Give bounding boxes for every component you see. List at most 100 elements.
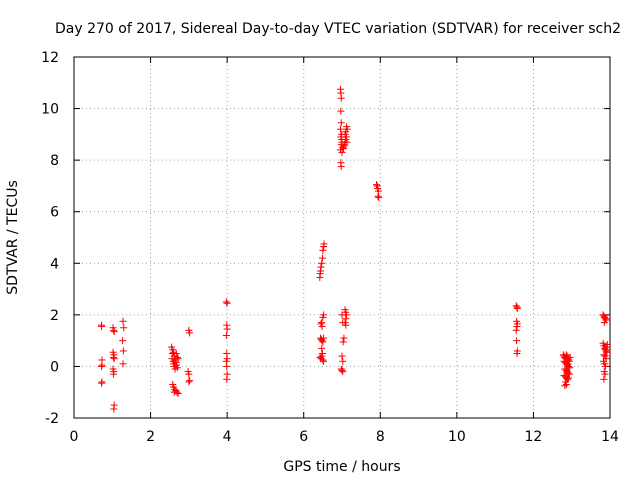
y-tick-label: 4 bbox=[50, 256, 59, 272]
y-tick-label: 6 bbox=[50, 205, 59, 221]
data-point bbox=[318, 254, 326, 262]
data-point bbox=[601, 362, 609, 370]
y-tick-label: 0 bbox=[50, 359, 59, 375]
data-point bbox=[339, 357, 347, 365]
data-point bbox=[186, 329, 194, 337]
data-point bbox=[339, 338, 347, 346]
data-point bbox=[320, 240, 328, 248]
plot-frame bbox=[73, 56, 611, 419]
data-point bbox=[186, 377, 194, 385]
data-point bbox=[561, 382, 569, 390]
data-point bbox=[223, 362, 231, 370]
y-tick-label: 8 bbox=[50, 153, 59, 169]
data-point bbox=[565, 370, 573, 378]
data-point bbox=[318, 259, 326, 267]
data-point bbox=[513, 304, 521, 312]
x-tick-label: 2 bbox=[146, 429, 155, 445]
y-tick-labels: -2 0 2 4 6 8 10 12 bbox=[41, 50, 59, 427]
data-point bbox=[317, 263, 325, 271]
data-point bbox=[223, 325, 231, 333]
data-point bbox=[566, 364, 574, 372]
data-point bbox=[223, 375, 231, 383]
data-point bbox=[222, 331, 230, 339]
data-point bbox=[343, 138, 351, 146]
data-point bbox=[172, 350, 180, 358]
data-point bbox=[566, 353, 574, 361]
data-point bbox=[109, 353, 117, 361]
data-point bbox=[337, 119, 345, 127]
x-tick-label: 10 bbox=[448, 429, 466, 445]
data-point bbox=[513, 337, 521, 345]
data-point bbox=[337, 94, 345, 102]
data-point bbox=[337, 163, 345, 171]
data-point bbox=[173, 353, 181, 361]
data-point bbox=[513, 350, 521, 358]
x-tick-label: 0 bbox=[70, 429, 79, 445]
data-point bbox=[98, 362, 106, 370]
data-point bbox=[600, 351, 608, 359]
data-point bbox=[110, 355, 118, 363]
data-point bbox=[343, 125, 351, 133]
data-point bbox=[601, 315, 609, 323]
y-tick-label: 10 bbox=[41, 102, 59, 118]
data-point bbox=[185, 370, 193, 378]
data-point bbox=[337, 107, 345, 115]
data-point bbox=[603, 341, 611, 349]
x-tick-labels: 0 2 4 6 8 10 12 14 bbox=[70, 429, 619, 445]
data-point bbox=[565, 374, 573, 382]
data-point bbox=[174, 355, 182, 363]
data-point bbox=[600, 319, 608, 327]
data-point bbox=[110, 328, 118, 336]
data-point bbox=[120, 324, 128, 332]
data-point bbox=[174, 390, 182, 398]
chart-title: Day 270 of 2017, Sidereal Day-to-day VTE… bbox=[55, 21, 621, 37]
data-point bbox=[109, 370, 117, 378]
axis-ticks bbox=[73, 56, 611, 419]
data-point bbox=[338, 352, 346, 360]
data-point bbox=[342, 315, 350, 323]
data-point bbox=[109, 326, 117, 334]
data-point bbox=[564, 360, 572, 368]
x-axis-label: GPS time / hours bbox=[283, 459, 400, 475]
y-tick-label: -2 bbox=[45, 411, 59, 427]
data-point bbox=[339, 368, 347, 376]
data-point bbox=[340, 334, 348, 342]
x-tick-label: 6 bbox=[299, 429, 308, 445]
data-point bbox=[513, 322, 521, 330]
data-point bbox=[562, 351, 570, 359]
data-point bbox=[119, 347, 127, 355]
data-point bbox=[375, 194, 383, 202]
data-point bbox=[318, 344, 326, 352]
data-point bbox=[98, 322, 106, 330]
data-point bbox=[119, 360, 127, 368]
y-axis-label: SDTVAR / TECUs bbox=[5, 180, 21, 295]
x-tick-label: 14 bbox=[601, 429, 619, 445]
data-point bbox=[185, 378, 193, 386]
data-point bbox=[119, 317, 127, 325]
x-tick-label: 4 bbox=[223, 429, 232, 445]
data-point bbox=[600, 375, 608, 383]
data-point bbox=[338, 148, 346, 156]
y-tick-label: 2 bbox=[50, 308, 59, 324]
data-point bbox=[318, 352, 326, 360]
data-point bbox=[119, 337, 127, 345]
data-point bbox=[343, 311, 351, 319]
data-point bbox=[222, 298, 230, 306]
data-point bbox=[320, 334, 328, 342]
data-point bbox=[342, 321, 350, 329]
x-tick-label: 12 bbox=[525, 429, 543, 445]
y-tick-label: 12 bbox=[41, 50, 59, 66]
data-point bbox=[170, 388, 178, 396]
data-point bbox=[601, 370, 609, 378]
data-point bbox=[512, 326, 520, 334]
data-point bbox=[320, 357, 328, 365]
data-point bbox=[338, 366, 346, 374]
data-point bbox=[372, 181, 380, 189]
data-point bbox=[319, 338, 327, 346]
data-point bbox=[98, 379, 106, 387]
data-point bbox=[340, 142, 348, 150]
data-point bbox=[320, 311, 328, 319]
data-point bbox=[336, 125, 344, 133]
data-point bbox=[319, 356, 327, 364]
